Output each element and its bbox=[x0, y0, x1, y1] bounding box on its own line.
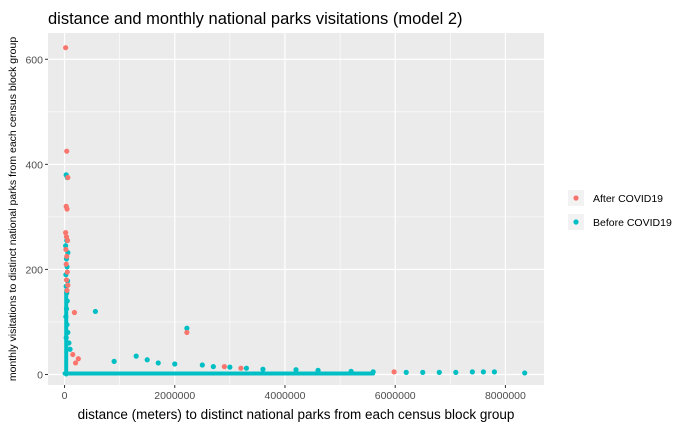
point-before-covid19 bbox=[210, 364, 216, 370]
plot-panel bbox=[48, 33, 544, 385]
y-tick-label: 600 bbox=[25, 54, 43, 66]
point-after-covid19 bbox=[64, 253, 70, 259]
point-before-covid19 bbox=[243, 365, 249, 371]
point-after-covid19 bbox=[65, 282, 71, 288]
x-tick-label: 6000000 bbox=[375, 390, 416, 402]
point-before-covid19 bbox=[64, 298, 70, 304]
y-tick-label: 400 bbox=[25, 159, 43, 171]
legend-label-after-covid19: After COVID19 bbox=[593, 193, 663, 205]
point-before-covid19 bbox=[480, 369, 486, 375]
point-after-covid19 bbox=[184, 329, 190, 336]
point-before-covid19 bbox=[133, 353, 139, 359]
x-axis: 0 2000000 4000000 6000000 8000000 bbox=[62, 385, 526, 402]
y-tick-label: 200 bbox=[25, 264, 43, 276]
point-after-covid19 bbox=[63, 277, 70, 283]
point-before-covid19 bbox=[63, 335, 69, 341]
point-before-covid19 bbox=[469, 369, 475, 375]
point-before-covid19 bbox=[199, 362, 205, 368]
y-axis: 0 200 400 600 bbox=[25, 54, 48, 381]
point-after-covid19 bbox=[75, 356, 81, 362]
point-before-covid19 bbox=[370, 369, 376, 375]
x-axis-title: distance (meters) to distinct national p… bbox=[78, 407, 515, 422]
point-before-covid19 bbox=[144, 357, 150, 363]
x-tick-label: 8000000 bbox=[485, 390, 526, 402]
point-before-covid19 bbox=[227, 364, 233, 370]
point-before-covid19 bbox=[293, 367, 299, 373]
point-before-covid19 bbox=[64, 321, 70, 328]
point-after-covid19 bbox=[63, 230, 69, 236]
point-after-covid19 bbox=[63, 261, 69, 267]
point-after-covid19 bbox=[238, 365, 244, 371]
point-before-covid19 bbox=[420, 369, 426, 375]
point-before-covid19 bbox=[522, 370, 528, 376]
point-before-covid19 bbox=[436, 369, 442, 375]
legend-swatch-after-covid19 bbox=[573, 195, 579, 201]
point-before-covid19 bbox=[172, 361, 178, 367]
legend-swatch-before-covid19 bbox=[573, 219, 579, 225]
y-axis-title: monthly visitations to distinct national… bbox=[7, 37, 19, 381]
point-after-covid19 bbox=[65, 174, 71, 181]
point-after-covid19 bbox=[64, 206, 70, 212]
point-before-covid19 bbox=[453, 369, 459, 375]
point-after-covid19 bbox=[70, 351, 76, 358]
point-after-covid19 bbox=[391, 369, 397, 375]
point-before-covid19 bbox=[403, 369, 409, 375]
point-after-covid19 bbox=[64, 237, 71, 244]
point-before-covid19 bbox=[315, 367, 321, 373]
point-after-covid19 bbox=[72, 360, 79, 366]
point-before-covid19 bbox=[92, 308, 98, 315]
point-after-covid19 bbox=[63, 246, 69, 253]
point-before-covid19 bbox=[63, 314, 69, 320]
chart-title: distance and monthly national parks visi… bbox=[48, 10, 463, 28]
point-before-covid19 bbox=[67, 346, 73, 352]
point-before-covid19 bbox=[65, 329, 71, 336]
data-points bbox=[62, 45, 528, 377]
legend-label-before-covid19: Before COVID19 bbox=[593, 217, 672, 229]
point-after-covid19 bbox=[64, 148, 70, 154]
y-tick-label: 0 bbox=[37, 369, 43, 381]
point-before-covid19 bbox=[111, 358, 117, 364]
point-after-covid19 bbox=[63, 45, 69, 51]
x-tick-label: 0 bbox=[62, 390, 68, 402]
point-after-covid19 bbox=[64, 287, 70, 294]
point-before-covid19 bbox=[66, 340, 72, 346]
point-before-covid19 bbox=[155, 360, 161, 366]
point-after-covid19 bbox=[221, 364, 227, 370]
legend: After COVID19 Before COVID19 bbox=[568, 190, 672, 230]
point-after-covid19 bbox=[64, 269, 70, 275]
point-before-covid19 bbox=[491, 369, 497, 375]
x-tick-label: 2000000 bbox=[154, 390, 195, 402]
minor-gridlines bbox=[48, 33, 544, 385]
point-before-covid19 bbox=[63, 306, 70, 312]
point-before-covid19 bbox=[348, 368, 354, 374]
point-before-covid19 bbox=[260, 366, 266, 372]
point-before-covid19 bbox=[184, 325, 190, 331]
x-tick-label: 4000000 bbox=[265, 390, 306, 402]
point-after-covid19 bbox=[71, 309, 78, 316]
